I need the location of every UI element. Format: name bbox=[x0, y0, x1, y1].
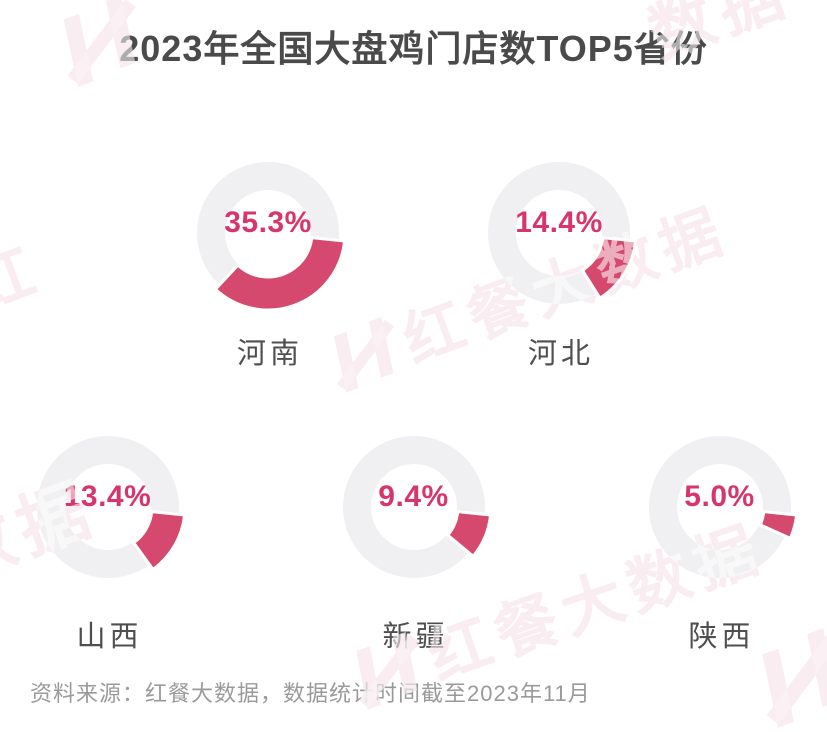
donut-svg bbox=[648, 436, 798, 578]
donut-shanxi: 13.4% 山西 bbox=[28, 427, 188, 655]
province-label-shanxi: 山西 bbox=[76, 621, 143, 653]
donut-chart-henan: 35.3% bbox=[188, 153, 348, 313]
donut-hebei: 14.4% 河北 bbox=[479, 153, 639, 372]
donut-xinjiang: 9.4% 新疆 bbox=[334, 427, 494, 655]
donut-chart-hebei: 14.4% bbox=[479, 153, 639, 313]
percent-label-shaanxi: 5.0% bbox=[684, 480, 755, 513]
province-label-shaanxi: 陕西 bbox=[688, 621, 755, 653]
percent-label-henan: 35.3% bbox=[224, 206, 312, 239]
percent-label-xinjiang: 9.4% bbox=[378, 480, 449, 513]
donut-chart-shaanxi: 5.0% bbox=[640, 427, 800, 587]
donut-svg bbox=[197, 162, 347, 312]
donut-row-top: 35.3% 河南 14.4% 河北 bbox=[0, 153, 827, 372]
percent-label-hebei: 14.4% bbox=[515, 206, 603, 239]
page-title: 2023年全国大盘鸡门店数TOP5省份 bbox=[119, 28, 708, 69]
donut-henan: 35.3% 河南 bbox=[188, 153, 348, 372]
donut-svg bbox=[342, 436, 492, 578]
province-label-henan: 河南 bbox=[236, 338, 303, 370]
source-note: 资料来源：红餐大数据，数据统计时间截至2023年11月 bbox=[30, 681, 591, 706]
donut-svg bbox=[488, 162, 638, 304]
donut-row-bottom: 13.4% 山西 9.4% 新疆 5.0% 陕西 bbox=[0, 427, 827, 655]
donut-svg bbox=[36, 436, 186, 578]
percent-label-shanxi: 13.4% bbox=[63, 480, 152, 513]
donut-shaanxi: 5.0% 陕西 bbox=[640, 427, 800, 655]
province-label-hebei: 河北 bbox=[527, 338, 594, 370]
province-label-xinjiang: 新疆 bbox=[382, 621, 449, 653]
donut-chart-xinjiang: 9.4% bbox=[334, 427, 494, 587]
donut-chart-shanxi: 13.4% bbox=[28, 427, 188, 587]
